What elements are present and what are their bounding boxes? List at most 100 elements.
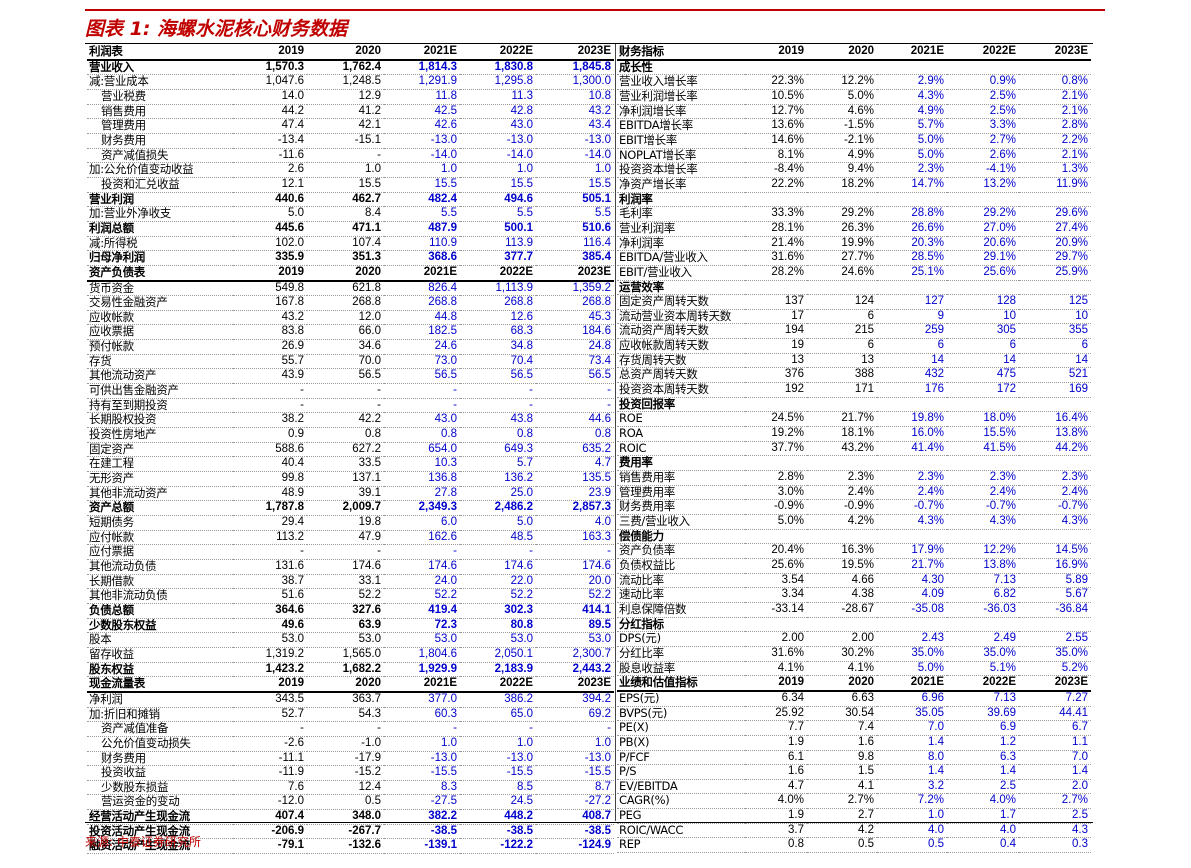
cell-value: 327.6 — [307, 603, 384, 619]
row-label: 投资回报率 — [617, 397, 745, 413]
cell-value: 494.6 — [460, 192, 536, 208]
row-label: 资产减值损失 — [87, 148, 233, 164]
row-label: 经营活动产生现金流 — [87, 809, 233, 825]
cell-value: 2023E — [1019, 675, 1091, 692]
cell-value: 48.5 — [460, 530, 536, 546]
cell-value: 33.5 — [307, 456, 384, 473]
cell-value: 649.3 — [460, 442, 536, 458]
cell-value: 43.2 — [536, 104, 614, 120]
table-row: 股本 53.0 53.0 53.0 53.0 53.0 — [87, 632, 614, 648]
cell-value: 8.1% — [745, 148, 807, 164]
cell-value: 14 — [1019, 353, 1091, 369]
row-label: 融资活动产生现金流 — [87, 838, 233, 855]
section-row: 运营效率 — [617, 280, 1091, 296]
row-label: 减:营业成本 — [87, 74, 233, 90]
cell-value: - — [384, 398, 460, 414]
row-label: 投资性房地产 — [87, 427, 233, 443]
table-header-row: 利润表 2019 2020 2021E 2022E 2023E — [87, 45, 614, 61]
cell-value: - — [536, 383, 614, 399]
cell-value: 5.67 — [1019, 587, 1091, 603]
row-label: 分红比率 — [617, 646, 745, 662]
table-row: 长期股权投资 38.2 42.2 43.0 43.8 44.6 — [87, 412, 614, 429]
cell-value: 1.0 — [384, 736, 460, 752]
cell-value: -0.7% — [947, 499, 1019, 515]
cell-value: 4.3% — [1019, 514, 1091, 530]
cell-value: 1,830.8 — [460, 59, 536, 76]
cell-value: 174.6 — [384, 559, 460, 575]
cell-value: -267.7 — [307, 824, 384, 840]
table-row: 应收帐款 43.2 12.0 44.8 12.6 45.3 — [87, 310, 614, 326]
table-row: 其他流动资产 43.9 56.5 56.5 56.5 56.5 — [87, 368, 614, 385]
cell-value: 5.5 — [384, 206, 460, 222]
cell-value: 12.1 — [233, 177, 307, 193]
cell-value: 1.6 — [807, 735, 877, 751]
row-label: 存货周转天数 — [617, 353, 745, 369]
cell-value: 137.1 — [307, 471, 384, 487]
cell-value: 23.9 — [536, 486, 614, 502]
cell-value: -1.0 — [307, 736, 384, 752]
cell-value: -15.5 — [384, 765, 460, 781]
cell-value: 12.6 — [460, 310, 536, 326]
cell-value: 335.9 — [233, 250, 307, 266]
cell-value: 15.5 — [384, 177, 460, 193]
cell-value: 1.4 — [1019, 764, 1091, 780]
cell-value: 19.2% — [745, 426, 807, 442]
cell-value: 2022E — [460, 676, 536, 693]
cell-value — [877, 397, 947, 413]
cell-value — [807, 617, 877, 633]
cell-value: 4.3% — [877, 514, 947, 530]
row-label: 交易性金融资产 — [87, 295, 233, 311]
table-row: 应收票据 83.8 66.0 182.5 68.3 184.6 — [87, 324, 614, 341]
cell-value: 16.3% — [807, 543, 877, 559]
cell-value: 5.89 — [1019, 573, 1091, 589]
cell-value: 7.4 — [807, 720, 877, 736]
row-label: 净利润增长率 — [617, 104, 745, 120]
figure-header: 图表 1: 海螺水泥核心财务数据 — [85, 4, 1105, 40]
cell-value: - — [307, 148, 384, 164]
cell-value: 2.8% — [1019, 118, 1091, 134]
cell-value: 99.8 — [233, 471, 307, 487]
cell-value: 2,183.9 — [460, 662, 536, 678]
cell-value: 55.7 — [233, 354, 307, 370]
row-label: 销售费用 — [87, 104, 233, 120]
cell-value: 45.3 — [536, 310, 614, 326]
table-row: 货币资金 549.8 621.8 826.4 1,113.9 1,359.2 — [87, 280, 614, 297]
table-row: 其他非流动负债 51.6 52.2 52.2 52.2 52.2 — [87, 588, 614, 604]
cell-value: 5.0% — [745, 514, 807, 530]
row-label: EBIT/营业收入 — [617, 265, 745, 281]
table-row: BVPS(元) 25.92 30.54 35.05 39.69 44.41 — [617, 706, 1091, 722]
row-label: CAGR(%) — [617, 793, 745, 810]
cell-value: 5.0% — [877, 148, 947, 164]
cell-value: 127 — [877, 294, 947, 310]
cell-value: 6.7 — [1019, 720, 1091, 736]
table-row: 三费/营业收入 5.0% 4.2% 4.3% 4.3% 4.3% — [617, 514, 1091, 530]
table-row: 流动比率 3.54 4.66 4.30 7.13 5.89 — [617, 573, 1091, 589]
row-label: 留存收益 — [87, 647, 233, 663]
cell-value: -36.84 — [1019, 602, 1091, 618]
cell-value: 268.8 — [536, 295, 614, 311]
cell-value: 2.43 — [877, 631, 947, 647]
table-row: 营业利润 440.6 462.7 482.4 494.6 505.1 — [87, 192, 614, 208]
cell-value: 13.6% — [745, 118, 807, 134]
cell-value: 20.4% — [745, 543, 807, 559]
cell-value: -28.67 — [807, 602, 877, 618]
cell-value: 43.4 — [536, 118, 614, 134]
table-row: 少数股东权益 49.6 63.9 72.3 80.8 89.5 — [87, 618, 614, 634]
row-label: 运营效率 — [617, 280, 745, 296]
cell-value: 25.1% — [877, 265, 947, 281]
cell-value: 70.4 — [460, 354, 536, 370]
row-label: 流动营业资本周转天数 — [617, 309, 745, 325]
cell-value: 445.6 — [233, 221, 307, 237]
row-label: 加:折旧和摊销 — [87, 707, 233, 723]
cell-value: 5.1% — [947, 661, 1019, 677]
cell-value: 2022E — [947, 45, 1019, 61]
cell-value: 42.8 — [460, 104, 536, 120]
table-row: REP 0.8 0.5 0.5 0.4 0.3 — [617, 837, 1091, 854]
table-row: 融资活动产生现金流 -79.1 -132.6 -139.1 -122.2 -124.9 — [87, 838, 614, 855]
cell-value: -27.2 — [536, 794, 614, 811]
cell-value: 83.8 — [233, 324, 307, 341]
cell-value: 6.96 — [877, 690, 947, 707]
cell-value: 44.41 — [1019, 706, 1091, 722]
cell-value: 20.9% — [1019, 236, 1091, 252]
row-label: BVPS(元) — [617, 706, 745, 722]
